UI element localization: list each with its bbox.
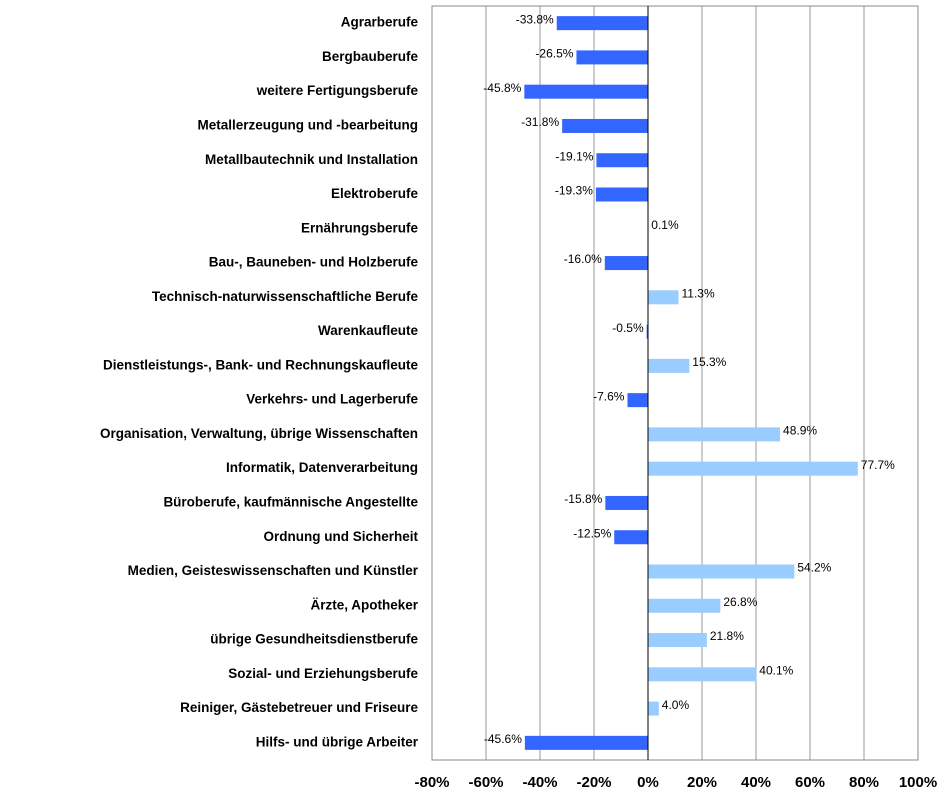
bar <box>648 565 794 579</box>
data-label: -45.6% <box>484 732 522 746</box>
bar <box>614 530 648 544</box>
data-label: -31.8% <box>521 115 559 129</box>
y-tick-label: Ärzte, Apotheker <box>310 597 418 612</box>
bar <box>648 290 679 304</box>
data-label: 11.3% <box>682 286 715 300</box>
x-tick-label: -60% <box>468 774 503 791</box>
data-label: -45.8% <box>483 81 521 95</box>
y-tick-label: Sozial- und Erziehungsberufe <box>228 666 418 681</box>
y-tick-label: Metallbautechnik und Installation <box>205 152 418 167</box>
x-tick-label: 20% <box>687 774 717 791</box>
y-tick-label: Metallerzeugung und -bearbeitung <box>197 118 418 133</box>
bar <box>648 667 756 681</box>
data-label: -16.0% <box>564 252 602 266</box>
bar <box>648 462 858 476</box>
x-tick-label: 80% <box>849 774 879 791</box>
y-tick-label: Büroberufe, kaufmännische Angestellte <box>163 495 418 510</box>
data-label: 15.3% <box>692 355 726 369</box>
bar <box>596 153 648 167</box>
bar <box>627 393 648 407</box>
bar <box>605 496 648 510</box>
data-label: -15.8% <box>564 492 602 506</box>
y-tick-label: Medien, Geisteswissenschaften und Künstl… <box>128 563 419 578</box>
y-tick-label: Bergbauberufe <box>322 49 419 64</box>
bar <box>557 16 648 30</box>
y-tick-label: Verkehrs- und Lagerberufe <box>246 392 418 407</box>
y-tick-label: Agrarberufe <box>341 15 419 30</box>
x-tick-label: 40% <box>741 774 771 791</box>
y-tick-label: Informatik, Datenverarbeitung <box>226 460 418 475</box>
bar <box>596 188 648 202</box>
bar <box>648 702 659 716</box>
bar <box>648 427 780 441</box>
data-label: 48.9% <box>783 424 817 438</box>
data-label: -7.6% <box>593 389 625 403</box>
data-label: 26.8% <box>723 595 757 609</box>
x-tick-label: 60% <box>795 774 825 791</box>
data-label: 4.0% <box>662 698 690 712</box>
bar <box>605 256 648 270</box>
data-label: 21.8% <box>710 629 744 643</box>
data-label: -19.1% <box>555 149 593 163</box>
y-tick-label: Hilfs- und übrige Arbeiter <box>256 734 419 749</box>
bar <box>562 119 648 133</box>
y-tick-label: Bau-, Bauneben- und Holzberufe <box>209 255 419 270</box>
data-label: -26.5% <box>535 47 573 61</box>
y-tick-label: Organisation, Verwaltung, übrige Wissens… <box>100 426 418 441</box>
bar <box>524 85 648 99</box>
y-tick-label: Ordnung und Sicherheit <box>264 529 419 544</box>
bar <box>576 50 648 64</box>
data-label: 0.1% <box>651 218 679 232</box>
x-tick-label: 0% <box>637 774 659 791</box>
data-label: 40.1% <box>759 663 793 677</box>
y-tick-label: Ernährungsberufe <box>301 220 419 235</box>
bar <box>648 633 707 647</box>
data-label: -0.5% <box>612 321 644 335</box>
y-tick-label: weitere Fertigungsberufe <box>256 83 419 98</box>
y-tick-label: Reiniger, Gästebetreuer und Friseure <box>180 700 418 715</box>
bar <box>648 359 689 373</box>
y-tick-label: Dienstleistungs-, Bank- und Rechnungskau… <box>103 357 419 372</box>
x-tick-label: -40% <box>522 774 557 791</box>
y-tick-label: Warenkaufleute <box>318 323 419 338</box>
data-label: -12.5% <box>573 526 611 540</box>
y-tick-label: übrige Gesundheitsdienstberufe <box>210 632 418 647</box>
data-label: 54.2% <box>797 561 831 575</box>
x-tick-label: 100% <box>899 774 937 791</box>
y-tick-label: Elektroberufe <box>331 186 419 201</box>
data-label: -19.3% <box>555 184 593 198</box>
data-label: -33.8% <box>516 12 554 26</box>
y-tick-label: Technisch-naturwissenschaftliche Berufe <box>152 289 419 304</box>
x-tick-label: -80% <box>414 774 449 791</box>
data-label: 77.7% <box>861 458 895 472</box>
bar <box>525 736 648 750</box>
bar <box>648 599 720 613</box>
x-tick-label: -20% <box>576 774 611 791</box>
